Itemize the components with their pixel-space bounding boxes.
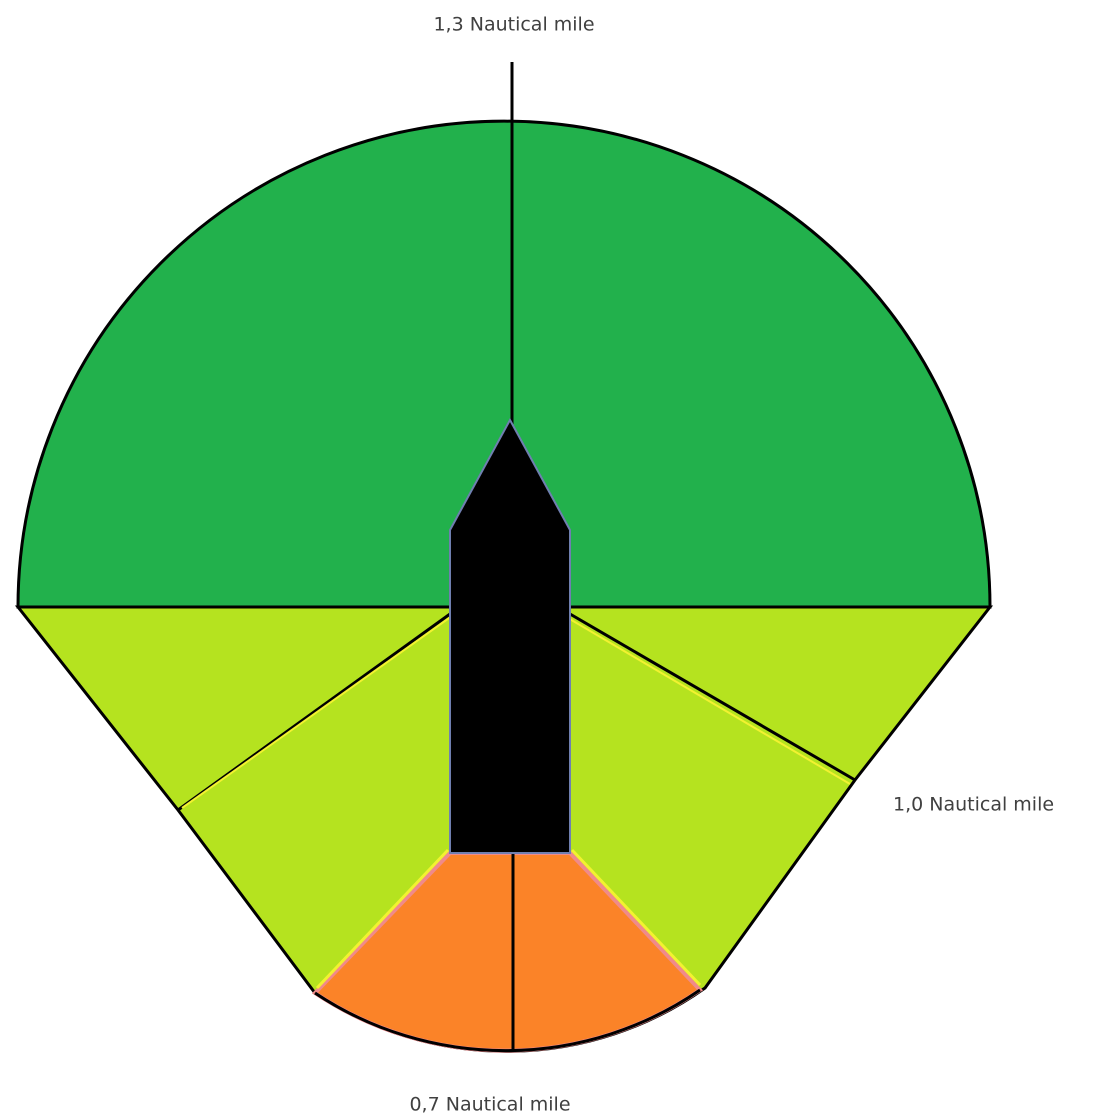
divider-highlight [567,617,851,785]
divider-highlight [315,848,450,990]
ship [449,417,571,854]
divider [177,612,451,812]
right-label: 1,0 Nautical mile [893,794,1054,816]
divider [569,612,856,782]
divider-highlight [181,615,453,809]
top-label: 1,3 Nautical mile [433,14,594,36]
inner-arc [314,988,701,1053]
bottom-label: 0,7 Nautical mile [409,1094,570,1116]
divider-highlight [570,848,702,987]
